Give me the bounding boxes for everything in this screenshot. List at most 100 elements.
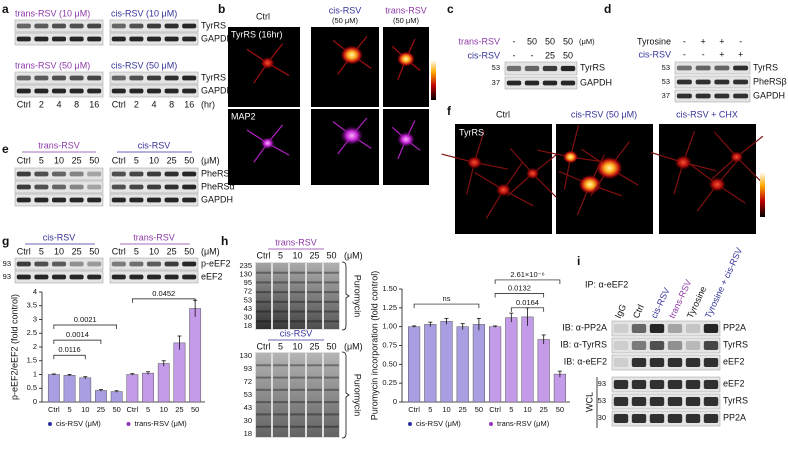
error-bar (67, 374, 72, 377)
band-label: TyrRS (201, 72, 226, 82)
smear-band (290, 281, 305, 284)
blot-band (685, 324, 701, 333)
blot-band (631, 324, 647, 333)
significance-bracket (510, 307, 545, 312)
mw-marker: 37 (492, 78, 500, 87)
smear-lane (290, 263, 305, 329)
x-tick-label: Ctrl (127, 405, 139, 414)
band-label: TyrRS (753, 62, 778, 72)
smear-band (290, 401, 305, 404)
y-tick-label: 3.5 (27, 301, 37, 310)
bar (472, 324, 485, 403)
smear-band (290, 413, 305, 416)
panel-label: d (604, 2, 611, 16)
y-tick-label: 4 (33, 287, 37, 296)
cell (674, 155, 692, 170)
colorbar (760, 172, 765, 217)
x-tick-label: 10 (442, 405, 450, 414)
smear-band (324, 310, 339, 313)
blot-band (613, 341, 629, 350)
blot-band (631, 397, 647, 406)
band-label: Puromycin (353, 275, 363, 318)
blot-band (164, 274, 179, 280)
blot-band (69, 23, 84, 29)
unit: (μM) (344, 341, 363, 351)
blot-band (695, 65, 711, 71)
lane-label: Ctrl (17, 246, 31, 256)
lane-label: - (702, 49, 705, 59)
y-tick-label: 1.50 (382, 284, 397, 293)
unit: (μM) (201, 155, 220, 165)
y-tick-label: 2.5 (27, 328, 37, 337)
smear-band (324, 291, 339, 294)
smear-band (290, 425, 305, 428)
blot-band (34, 274, 49, 280)
blot-band (733, 65, 749, 71)
blot-band (87, 23, 102, 29)
mw-marker: 130 (239, 351, 252, 360)
blot-band (34, 171, 49, 177)
cell (525, 167, 540, 180)
legend-label: trans-RSV (μM) (135, 419, 188, 428)
blot-band (111, 88, 126, 94)
smear-band (307, 281, 322, 284)
lane-label: 50 (563, 36, 573, 46)
smear-band (290, 364, 305, 367)
bar (126, 374, 139, 403)
lane-label: - (739, 36, 742, 46)
mw-marker: 130 (239, 270, 252, 279)
blot-band (524, 80, 540, 86)
lane-label: 25 (545, 50, 555, 60)
bracket (341, 261, 350, 331)
legend-marker (126, 422, 131, 426)
mw-marker: 93 (3, 259, 11, 268)
blot-band (69, 261, 84, 267)
smear-band (307, 310, 322, 313)
blot-band (146, 171, 162, 177)
header: cis-RSV (10 μM) (111, 8, 177, 18)
band-label: GAPDH (201, 194, 233, 204)
cell (708, 177, 726, 192)
lane-label: 4 (151, 99, 156, 109)
blot-band (182, 274, 197, 280)
blot-band (685, 341, 701, 350)
band-label: PheRSβ (753, 76, 787, 86)
blot-band (667, 414, 683, 423)
mw-marker: 18 (244, 321, 252, 330)
header: trans-RSV (133, 232, 175, 242)
mw-marker: 53 (244, 295, 252, 304)
smear-band (307, 425, 322, 428)
annotation: ns (443, 294, 451, 303)
blot-band (613, 324, 629, 333)
smear-band (307, 300, 322, 303)
error-bar (541, 334, 546, 344)
lane-label: IgG (613, 302, 628, 319)
band-label: GAPDH (753, 90, 785, 100)
band-label: GAPDH (580, 77, 612, 87)
significance-bracket (413, 303, 480, 309)
blot-band (16, 274, 31, 280)
lane-label: 50 (545, 36, 555, 46)
micrograph (383, 27, 429, 107)
smear-lane (290, 353, 305, 437)
mw-marker: 93 (598, 379, 606, 388)
header: cis-RSV (280, 328, 313, 338)
panel-label: a (2, 2, 9, 16)
smear-band (307, 364, 322, 367)
lane-label: 10 (292, 250, 302, 260)
lane-label: 50 (326, 250, 336, 260)
blot-band (16, 88, 31, 94)
bar (173, 342, 186, 403)
blot-band (631, 341, 647, 350)
band-label: PheRSα (201, 181, 235, 191)
row-label: cis-RSV (467, 50, 500, 60)
blot-band (733, 79, 749, 85)
x-tick-label: 10 (523, 405, 531, 414)
colorbar (431, 60, 436, 100)
blot-band (16, 261, 31, 267)
ib-label: IB: α-TyrRS (560, 339, 607, 349)
blot-band (182, 184, 197, 190)
blot-band (164, 23, 179, 29)
blot-band (703, 341, 719, 350)
cell (466, 155, 483, 170)
